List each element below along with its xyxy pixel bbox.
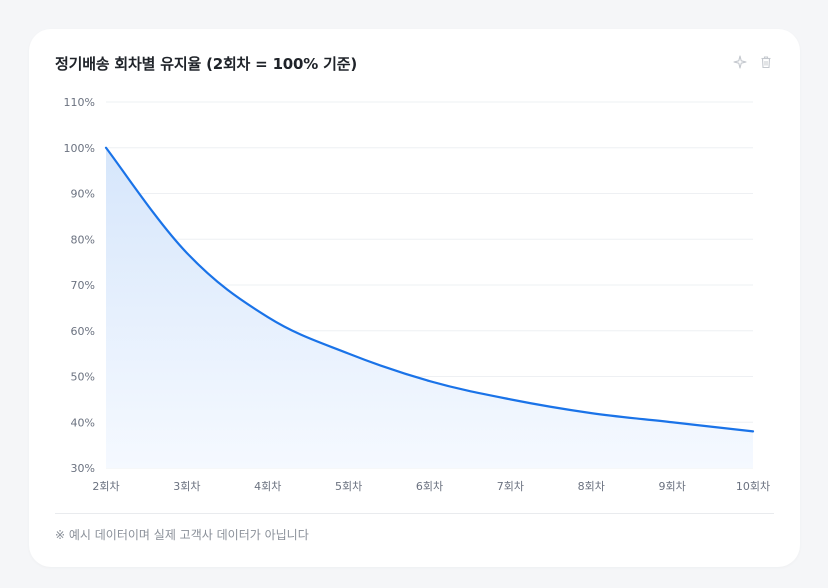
y-tick-label: 90% xyxy=(71,188,95,201)
y-tick-label: 50% xyxy=(71,371,95,384)
y-tick-label: 40% xyxy=(71,416,95,429)
retention-chart: 30% 40% 50% 60% 70% 80% 90% 100% 110% 2회차 3회차 4회차 5… xyxy=(64,96,771,493)
x-tick-label: 9회차 xyxy=(659,480,686,493)
chart-card: 정기배송 회차별 유지율 (2회차 = 100% 기준) 30% 40% xyxy=(29,29,800,567)
y-tick-label: 60% xyxy=(71,325,95,338)
y-tick-label: 110% xyxy=(64,96,95,109)
y-tick-label: 100% xyxy=(64,142,95,155)
x-tick-label: 10회차 xyxy=(736,480,770,493)
x-tick-label: 6회차 xyxy=(416,480,443,493)
x-tick-label: 8회차 xyxy=(578,480,605,493)
series-area xyxy=(106,147,753,468)
footer-divider xyxy=(55,513,774,514)
x-tick-label: 3회차 xyxy=(173,480,200,493)
card-actions xyxy=(732,54,774,70)
chart-title: 정기배송 회차별 유지율 (2회차 = 100% 기준) xyxy=(55,55,357,73)
sparkle-icon[interactable] xyxy=(732,54,748,70)
x-tick-label: 2회차 xyxy=(92,480,119,493)
x-tick-label: 7회차 xyxy=(497,480,524,493)
x-tick-label: 5회차 xyxy=(335,480,362,493)
y-tick-label: 80% xyxy=(71,233,95,246)
y-tick-label: 30% xyxy=(71,462,95,475)
series-line xyxy=(104,146,755,433)
footnote: ※ 예시 데이터이며 실제 고객사 데이터가 아닙니다 xyxy=(55,528,309,542)
y-tick-label: 70% xyxy=(71,279,95,292)
trash-icon[interactable] xyxy=(758,54,774,70)
x-tick-label: 4회차 xyxy=(254,480,281,493)
